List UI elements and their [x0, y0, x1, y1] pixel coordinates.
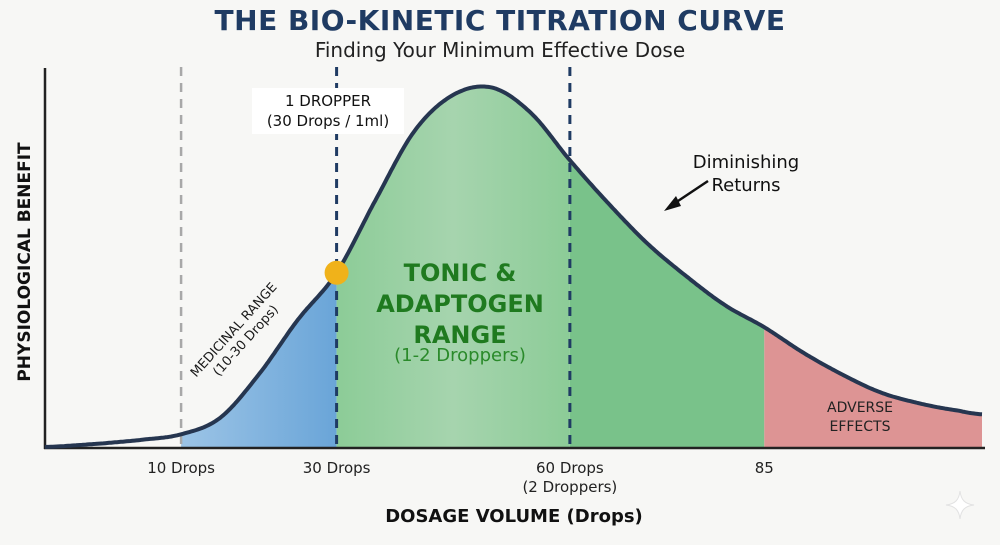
adverse-line2: EFFECTS — [829, 419, 891, 435]
y-axis-title: PHYSIOLOGICAL BENEFIT — [15, 142, 35, 382]
sparkle-icon — [945, 490, 975, 520]
region-tonic — [336, 86, 570, 447]
dropper-annotation-line1: 1 DROPPER — [284, 92, 372, 110]
minimum-effective-dose-point — [324, 260, 349, 285]
chart-subtitle: Finding Your Minimum Effective Dose — [314, 38, 686, 62]
region-medicinal — [181, 272, 337, 447]
x-tick-label: 30 Drops — [303, 459, 371, 478]
dropper-annotation: 1 DROPPER (30 Drops / 1ml) — [252, 88, 404, 134]
diminishing-line1: Diminishing — [692, 152, 800, 173]
x-tick-label-text: 30 Drops — [302, 459, 371, 477]
tonic-line1: TONIC & — [403, 259, 517, 287]
x-tick-label: 85 — [755, 459, 774, 478]
benefit-curve — [44, 84, 983, 449]
tonic-range-sublabel: (1-2 Droppers) — [394, 345, 526, 366]
adverse-line1: ADVERSE — [827, 400, 893, 416]
region-adverse — [764, 327, 982, 447]
x-tick-label-text: 60 Drops — [535, 459, 604, 477]
adverse-effects-label: ADVERSE EFFECTS — [800, 399, 920, 437]
diminishing-returns-label: Diminishing Returns — [686, 151, 806, 197]
diminishing-arrow-head — [664, 196, 681, 211]
x-tick-sublabel: (2 Droppers) — [522, 478, 618, 496]
dropper-annotation-line2: (30 Drops / 1ml) — [266, 112, 390, 130]
x-tick-label: 10 Drops — [147, 459, 215, 478]
x-tick-label-text: 85 — [754, 459, 774, 477]
region-tonic-right — [569, 160, 765, 447]
diminishing-line2: Returns — [711, 175, 781, 196]
x-axis-title: DOSAGE VOLUME (Drops) — [385, 506, 643, 527]
chart-title: THE BIO-KINETIC TITRATION CURVE — [214, 4, 786, 37]
x-tick-label-text: 10 Drops — [147, 459, 215, 477]
x-tick-label: 60 Drops (2 Droppers) — [522, 459, 617, 497]
tonic-line3: RANGE — [413, 321, 507, 349]
tonic-range-label: TONIC & ADAPTOGEN RANGE — [340, 258, 580, 351]
tonic-line2: ADAPTOGEN — [376, 290, 544, 318]
